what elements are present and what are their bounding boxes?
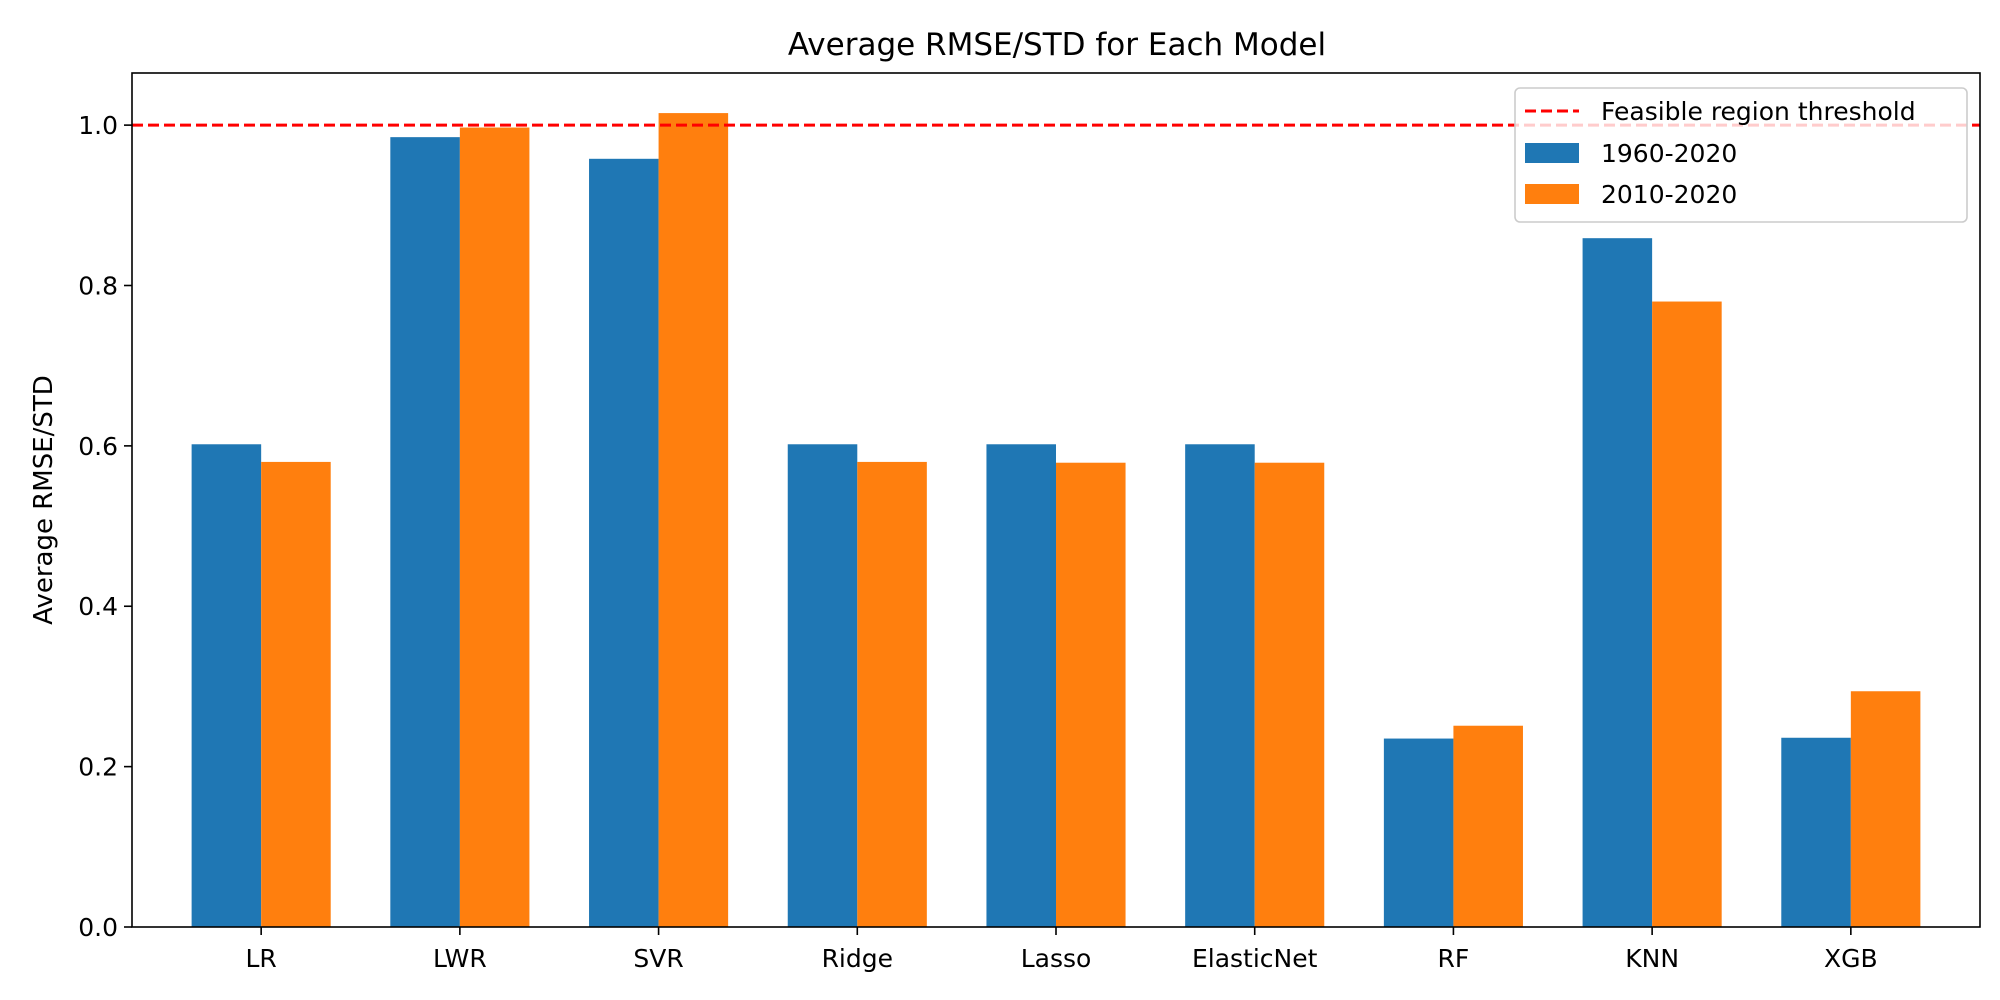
legend-label-series-1: 1960-2020 — [1601, 139, 1737, 168]
y-tick-label: 1.0 — [78, 111, 118, 140]
bar-lwr-series-2 — [459, 127, 530, 927]
x-tick-label: LR — [246, 944, 277, 973]
bar-lr-series-2 — [261, 461, 331, 927]
bar-knn-series-2 — [1652, 301, 1722, 927]
bar-lr-series-1 — [191, 444, 262, 927]
bar-rf-series-2 — [1453, 725, 1523, 927]
x-tick-label: KNN — [1625, 944, 1679, 973]
y-tick-label: 0.4 — [78, 592, 118, 621]
y-tick-label: 0.6 — [78, 432, 118, 461]
plot-area: 0.0 0.2 0.4 0.6 0.8 1.0 LR LWR SVR Ridge Lasso Elas… — [78, 72, 1981, 973]
x-tick-label: Lasso — [1021, 944, 1092, 973]
legend-swatch-series-2 — [1525, 184, 1579, 204]
y-axis-label: Average RMSE/STD — [29, 375, 59, 625]
legend: Feasible region threshold 1960-2020 2010-2… — [1514, 87, 1968, 223]
y-tick-label: 0.2 — [78, 753, 118, 782]
bar-rf-series-1 — [1383, 738, 1454, 927]
bar-ridge-series-1 — [787, 444, 858, 927]
y-tick-label: 0.8 — [78, 271, 118, 300]
bar-knn-series-1 — [1582, 238, 1653, 927]
x-tick-label: SVR — [633, 944, 683, 973]
chart-title: Average RMSE/STD for Each Model — [788, 27, 1326, 63]
legend-label-series-2: 2010-2020 — [1601, 180, 1737, 209]
bar-lasso-series-1 — [986, 444, 1056, 927]
legend-swatch-series-1 — [1525, 143, 1579, 163]
bar-xgb-series-2 — [1850, 691, 1921, 927]
bar-elasticnet-series-1 — [1185, 444, 1255, 927]
bar-ridge-series-2 — [857, 461, 927, 927]
x-tick-label: RF — [1438, 944, 1470, 973]
y-tick-label: 0.0 — [78, 913, 118, 942]
bar-lasso-series-2 — [1056, 462, 1126, 927]
x-tick-label: LWR — [433, 944, 487, 973]
bar-svr-series-1 — [589, 158, 659, 928]
bar-svr-series-2 — [658, 113, 729, 928]
x-tick-label: ElasticNet — [1192, 944, 1318, 973]
x-tick-label: XGB — [1824, 944, 1878, 973]
legend-threshold-label: Feasible region threshold — [1601, 97, 1916, 126]
bar-elasticnet-series-2 — [1254, 462, 1325, 927]
bar-lwr-series-1 — [390, 137, 460, 927]
x-tick-label: Ridge — [822, 944, 893, 973]
legend-box — [1514, 87, 1968, 223]
bar-xgb-series-1 — [1781, 737, 1851, 927]
